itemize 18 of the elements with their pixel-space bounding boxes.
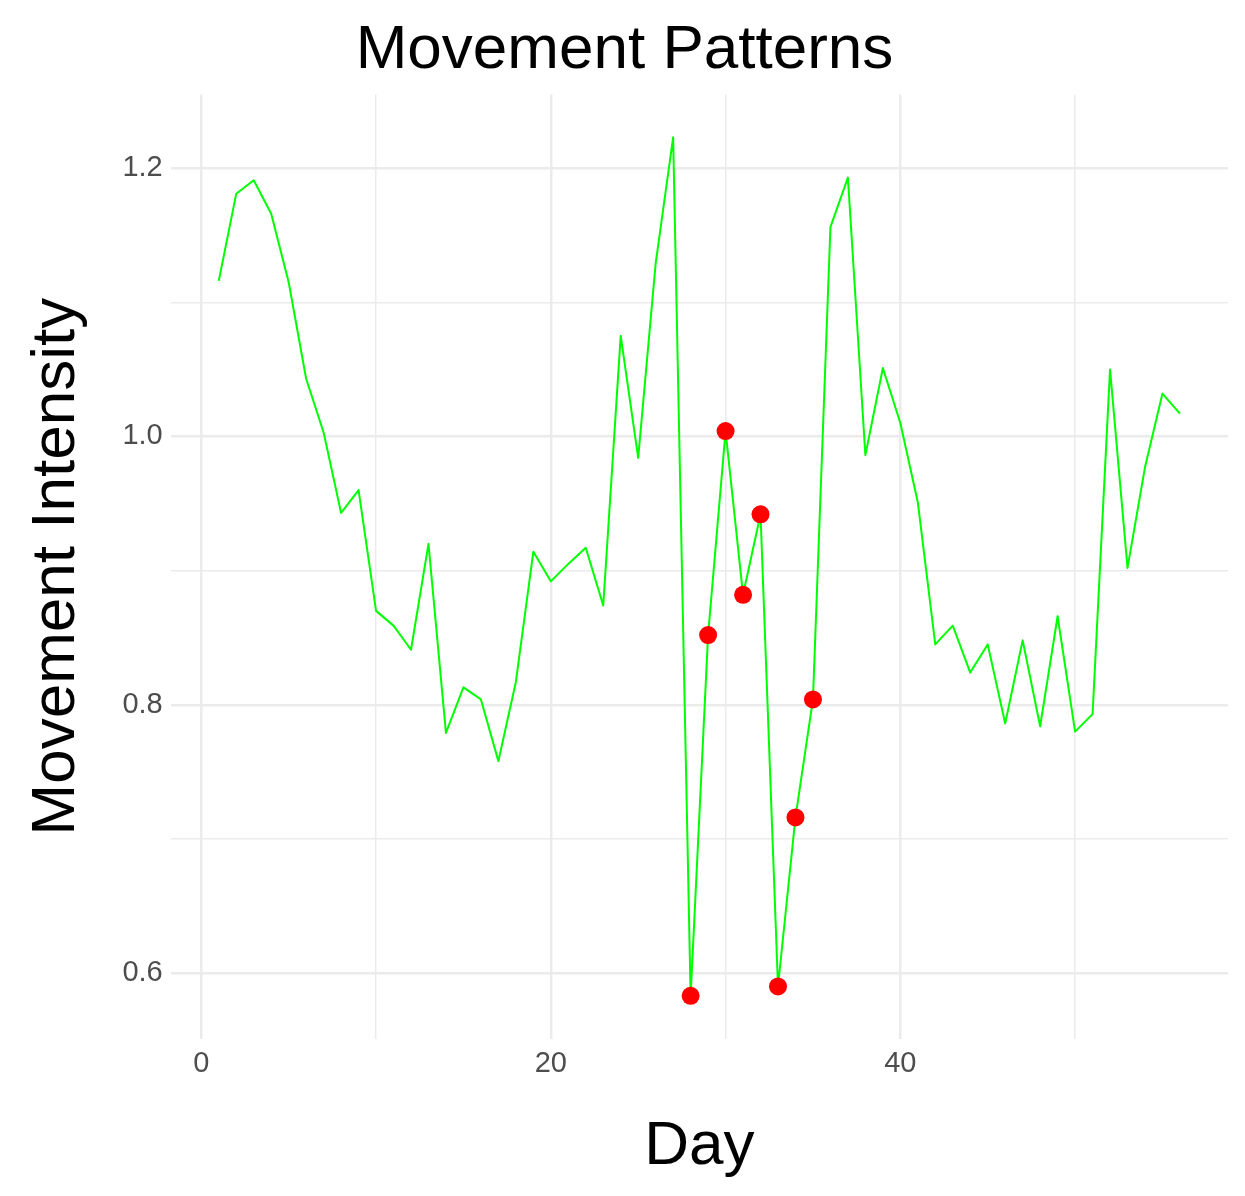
y-axis-title: Movement Intensity: [18, 297, 88, 836]
point: [751, 505, 770, 524]
x-tick-label: 40: [884, 1046, 917, 1079]
chart-title: Movement Patterns: [355, 12, 894, 82]
point: [716, 422, 735, 441]
y-tick-label: 1.2: [122, 150, 163, 183]
y-tick-label: 0.8: [122, 686, 163, 719]
point: [786, 808, 805, 827]
y-tick-label: 1.0: [122, 418, 163, 451]
point: [699, 626, 718, 645]
y-tick-label: 0.6: [122, 955, 163, 988]
point: [769, 977, 787, 996]
point: [681, 986, 700, 1005]
x-axis-title: Day: [644, 1107, 755, 1177]
x-tick-label: 20: [534, 1046, 567, 1079]
point: [734, 585, 753, 604]
point: [803, 690, 822, 709]
x-tick-label: 0: [193, 1046, 210, 1079]
